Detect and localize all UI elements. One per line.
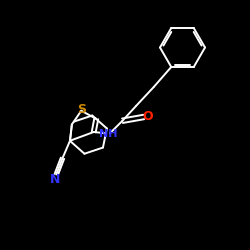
Text: O: O bbox=[142, 110, 153, 124]
Text: NH: NH bbox=[100, 130, 118, 140]
Text: N: N bbox=[50, 173, 60, 186]
Text: S: S bbox=[77, 103, 86, 116]
